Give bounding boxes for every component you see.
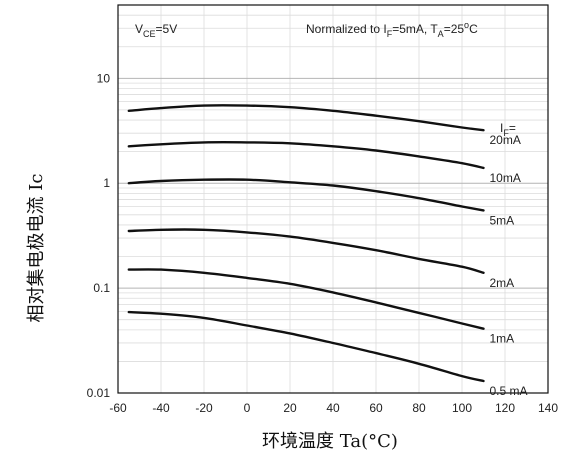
- series-line-0: [127, 104, 485, 132]
- x-tick-label: -60: [109, 401, 127, 415]
- series-label-1: 10mA: [490, 171, 521, 185]
- series-line-3: [127, 228, 485, 274]
- x-tick-label: -40: [152, 401, 170, 415]
- series-label-4: 1mA: [490, 332, 515, 346]
- y-tick-label: 10: [97, 71, 111, 85]
- tick-labels: -60 -40 -20 0 20 40 60 80 100 120 140 10 1 0.1 0.01: [87, 71, 559, 415]
- series-label-2: 5mA: [490, 213, 515, 227]
- series-label-0: 20mA: [490, 133, 521, 147]
- series-line-1: [127, 141, 485, 170]
- legend-title: IF=: [500, 121, 516, 138]
- vce-annotation: VCE=5V: [135, 22, 177, 39]
- y-tick-label: 1: [103, 176, 110, 190]
- x-tick-label: 80: [412, 401, 426, 415]
- x-tick-label: 40: [326, 401, 340, 415]
- y-tick-label: 0.01: [87, 386, 111, 400]
- series-line-4: [127, 268, 485, 330]
- x-tick-label: 100: [452, 401, 472, 415]
- series-labels: 20mA 10mA 5mA 2mA 1mA 0.5 mA: [490, 133, 528, 398]
- x-tick-label: 120: [495, 401, 515, 415]
- x-tick-label: 140: [538, 401, 558, 415]
- grid: [117, 4, 549, 394]
- x-tick-label: 0: [244, 401, 251, 415]
- series-line-2: [127, 178, 485, 212]
- series-lines: [127, 104, 485, 383]
- series-label-5: 0.5 mA: [490, 384, 528, 398]
- x-axis-title: 环境温度 Ta(°C): [262, 431, 398, 452]
- series-label-3: 2mA: [490, 276, 515, 290]
- series-line-5: [127, 310, 485, 383]
- y-axis-title: 相对集电极电流 Ic: [26, 174, 47, 323]
- x-tick-label: 60: [369, 401, 383, 415]
- y-tick-label: 0.1: [93, 281, 110, 295]
- normalization-annotation: Normalized to IF=5mA, TA=25oC: [306, 20, 478, 39]
- x-tick-label: 20: [283, 401, 297, 415]
- x-tick-label: -20: [195, 401, 213, 415]
- plot-frame: [117, 4, 549, 394]
